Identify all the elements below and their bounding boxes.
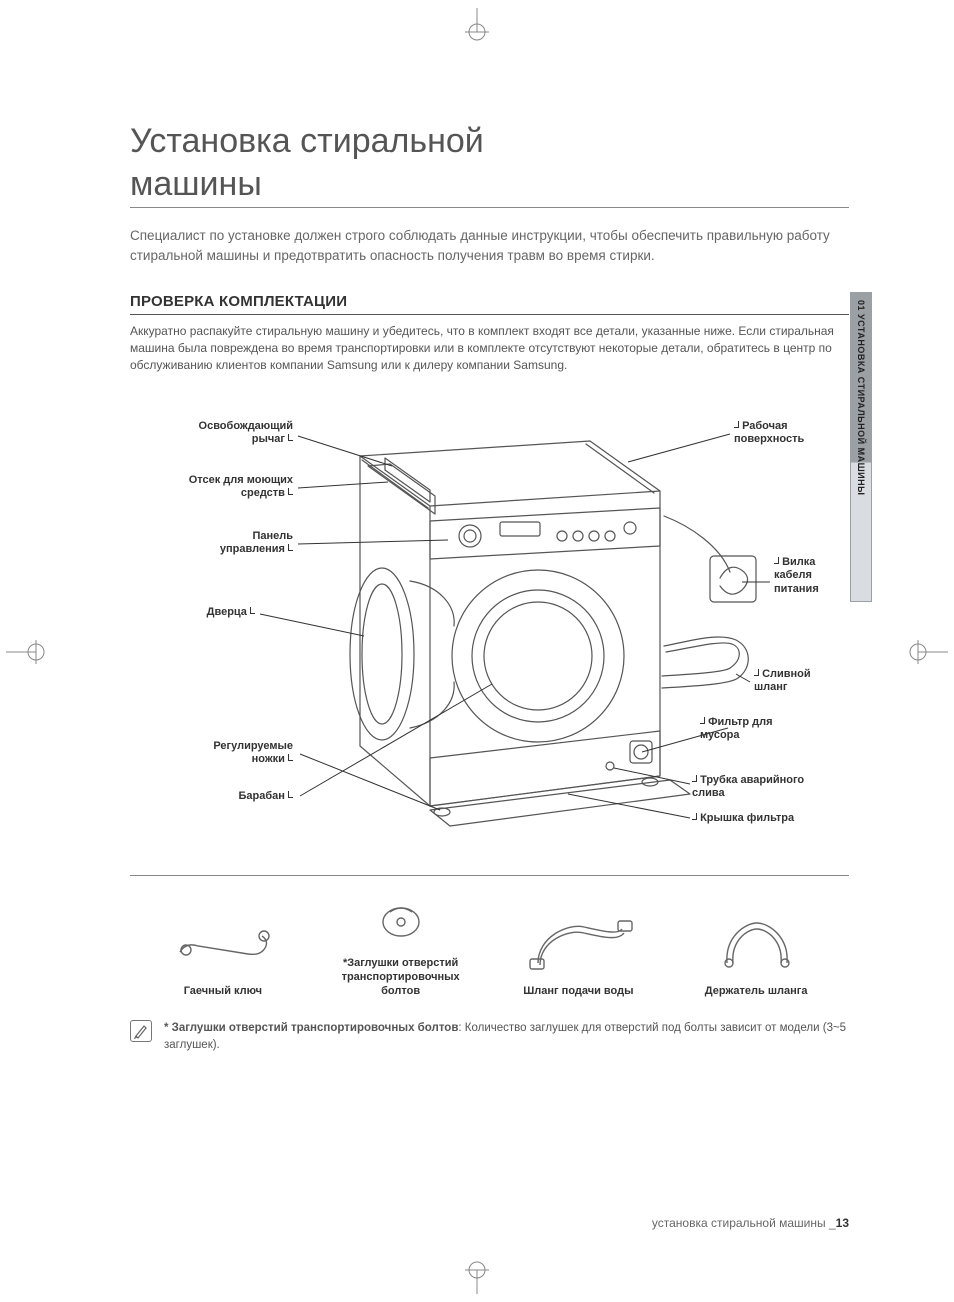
accessory-inlet-hose: Шланг подачи воды bbox=[490, 917, 668, 998]
page-title: Установка стиральной машины bbox=[130, 120, 849, 208]
label-power-plug: Вилкакабеляпитания bbox=[774, 556, 819, 597]
crop-mark-right bbox=[898, 632, 948, 672]
label-emergency-drain-tube: Трубка аварийногослива bbox=[692, 774, 804, 802]
accessory-bolt-caps: *Заглушки отверстийтранспортировочныхбол… bbox=[312, 894, 490, 999]
intro-paragraph: Специалист по установке должен строго со… bbox=[130, 226, 849, 265]
section-tab: 01 УСТАНОВКА СТИРАЛЬНОЙ МАШИНЫ bbox=[850, 292, 872, 602]
section-heading: ПРОВЕРКА КОМПЛЕКТАЦИИ bbox=[130, 293, 849, 315]
accessories-row: Гаечный ключ *Заглушки отверстийтранспор… bbox=[130, 894, 849, 999]
washer-illustration bbox=[130, 396, 850, 876]
label-control-panel: Панельуправления bbox=[220, 530, 293, 558]
body-paragraph: Аккуратно распакуйте стиральную машину и… bbox=[130, 323, 849, 373]
label-detergent-drawer: Отсек для моющихсредств bbox=[189, 474, 293, 502]
label-worktop: Рабочаяповерхность bbox=[734, 420, 804, 448]
label-drum: Барабан bbox=[239, 790, 293, 804]
label-door: Дверца bbox=[207, 606, 255, 620]
parts-diagram: Освобождающийрычаг Отсек для моющихсредс… bbox=[130, 396, 849, 876]
crop-mark-left bbox=[6, 632, 56, 672]
footnote: * Заглушки отверстий транспортировочных … bbox=[130, 1020, 849, 1052]
accessory-wrench: Гаечный ключ bbox=[134, 922, 312, 998]
accessory-bolt-caps-label: *Заглушки отверстийтранспортировочныхбол… bbox=[318, 956, 484, 999]
note-icon bbox=[130, 1020, 152, 1042]
page-footer: установка стиральной машины _13 bbox=[652, 1216, 849, 1230]
crop-mark-top bbox=[445, 8, 509, 42]
accessory-inlet-hose-label: Шланг подачи воды bbox=[496, 984, 662, 998]
label-release-lever: Освобождающийрычаг bbox=[199, 420, 293, 448]
footnote-text: * Заглушки отверстий транспортировочных … bbox=[164, 1020, 849, 1052]
label-filter-cover: Крышка фильтра bbox=[692, 812, 794, 826]
accessory-hose-guide-label: Держатель шланга bbox=[673, 984, 839, 998]
crop-mark-bottom bbox=[445, 1260, 509, 1294]
label-drain-hose: Сливнойшланг bbox=[754, 668, 811, 696]
title-line-1: Установка стиральной bbox=[130, 122, 484, 160]
label-debris-filter: Фильтр длямусора bbox=[700, 716, 773, 744]
accessory-wrench-label: Гаечный ключ bbox=[140, 984, 306, 998]
label-adjustable-feet: Регулируемыеножки bbox=[213, 740, 293, 768]
accessory-hose-guide: Держатель шланга bbox=[667, 917, 845, 998]
title-line-2: машины bbox=[130, 165, 262, 203]
section-tab-label: 01 УСТАНОВКА СТИРАЛЬНОЙ МАШИНЫ bbox=[856, 300, 866, 495]
